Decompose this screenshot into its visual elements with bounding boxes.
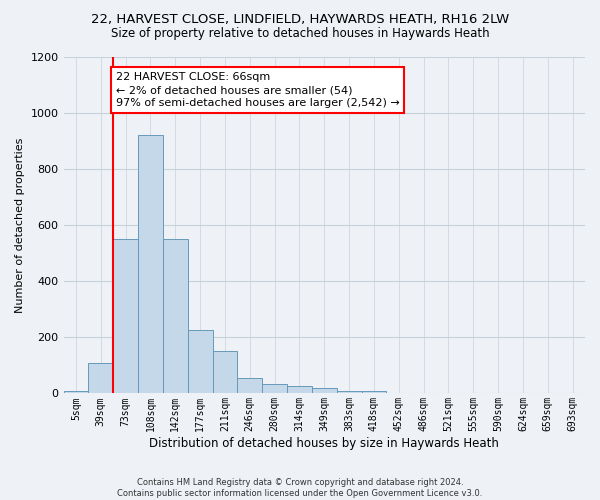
Bar [113,239,138,394]
Text: 22 HARVEST CLOSE: 66sqm
← 2% of detached houses are smaller (54)
97% of semi-det: 22 HARVEST CLOSE: 66sqm ← 2% of detached… [116,72,400,108]
Bar [188,330,212,394]
Bar [312,388,337,394]
Bar [212,352,238,394]
Bar [287,386,312,394]
Bar [64,390,88,394]
Bar [163,239,188,394]
Bar [262,384,287,394]
Bar [337,390,362,394]
X-axis label: Distribution of detached houses by size in Haywards Heath: Distribution of detached houses by size … [149,437,499,450]
Text: 22, HARVEST CLOSE, LINDFIELD, HAYWARDS HEATH, RH16 2LW: 22, HARVEST CLOSE, LINDFIELD, HAYWARDS H… [91,12,509,26]
Bar [138,135,163,394]
Bar [238,378,262,394]
Text: Size of property relative to detached houses in Haywards Heath: Size of property relative to detached ho… [110,28,490,40]
Bar [88,362,113,394]
Bar [362,390,386,394]
Text: Contains HM Land Registry data © Crown copyright and database right 2024.
Contai: Contains HM Land Registry data © Crown c… [118,478,482,498]
Y-axis label: Number of detached properties: Number of detached properties [15,138,25,312]
